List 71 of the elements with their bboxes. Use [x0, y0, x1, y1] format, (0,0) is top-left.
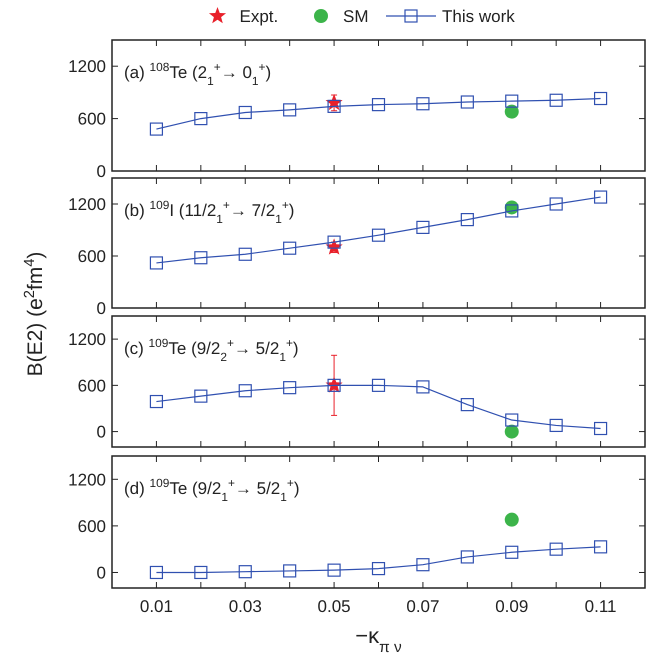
- point: [594, 92, 608, 106]
- point: [327, 564, 341, 577]
- y-tick-label: 1200: [68, 470, 106, 490]
- point: [283, 564, 296, 578]
- point: [594, 540, 608, 554]
- point: [238, 248, 252, 261]
- point: [238, 106, 252, 120]
- point: [594, 422, 608, 436]
- point: [594, 190, 608, 204]
- point: [504, 512, 519, 527]
- legend-label: SM: [343, 7, 368, 26]
- point: [194, 566, 208, 580]
- point: [460, 213, 474, 226]
- legend-label: Expt.: [240, 7, 278, 26]
- point: [372, 98, 386, 112]
- y-tick-label: 1200: [68, 195, 106, 214]
- point: [416, 380, 430, 394]
- point: [550, 418, 563, 432]
- x-tick-label: 0.01: [140, 597, 173, 616]
- text: (a) $^{108}$Te (2$_{1}$$^{+}$→ 0$_{1}$$^{+}$): [124, 60, 272, 88]
- point: [550, 542, 563, 556]
- point: [238, 565, 252, 578]
- x-axis-title: −κ$_{π ν}$: [355, 623, 402, 656]
- point: [194, 390, 208, 403]
- y-tick-label: 600: [78, 110, 106, 129]
- point: [238, 384, 252, 398]
- point: [416, 558, 430, 572]
- point: [460, 550, 474, 564]
- point: [327, 100, 341, 113]
- x-tick-label: 0.07: [406, 597, 440, 616]
- point: [550, 94, 563, 107]
- x-tick-label: 0.05: [318, 597, 351, 616]
- y-tick-label: 1200: [68, 330, 106, 350]
- point: [150, 256, 164, 270]
- legend-label: This work: [442, 7, 516, 26]
- point: [505, 94, 518, 108]
- text: (c) $^{109}$Te (9/2$_{2}$$^{+}$→ 5/2$_{1}$$^{+}$): [124, 336, 299, 364]
- point: [505, 413, 518, 427]
- point: [550, 197, 563, 211]
- point: [283, 381, 296, 394]
- y-tick-label: 0: [96, 563, 106, 582]
- y-tick-label: 0: [96, 299, 106, 318]
- point: [505, 546, 518, 559]
- point: [194, 251, 208, 264]
- x-tick-label: 0.09: [495, 597, 528, 616]
- point: [283, 103, 296, 116]
- point: [460, 95, 474, 109]
- point: [505, 204, 518, 218]
- point: [372, 378, 386, 392]
- point: [504, 104, 519, 119]
- text: (d) $^{109}$Te (9/2$_{1}$$^{+}$→ 5/2$_{1}$$^{+}$): [124, 476, 300, 504]
- point: [283, 242, 296, 255]
- point: [150, 566, 164, 580]
- x-tick-label: 0.03: [228, 597, 262, 616]
- y-tick-label: 600: [78, 376, 106, 396]
- x-tick-label: 0.11: [584, 597, 616, 616]
- point: [150, 122, 164, 136]
- y-tick-label: 1200: [68, 57, 106, 76]
- y-tick-label: 600: [78, 516, 106, 536]
- point: [460, 398, 474, 412]
- point: [194, 112, 208, 126]
- y-tick-label: 0: [96, 162, 106, 181]
- y-tick-label: 600: [78, 247, 106, 266]
- y-tick-label: 0: [96, 422, 106, 442]
- point: [372, 228, 386, 242]
- point: [504, 424, 519, 439]
- text: (b) $^{109}$I (11/2$_{1}$$^{+}$→ 7/2$_{1}$$^{+}$): [124, 198, 294, 226]
- point: [416, 220, 430, 234]
- point: [372, 562, 386, 576]
- point: [416, 97, 430, 110]
- point: [150, 394, 164, 408]
